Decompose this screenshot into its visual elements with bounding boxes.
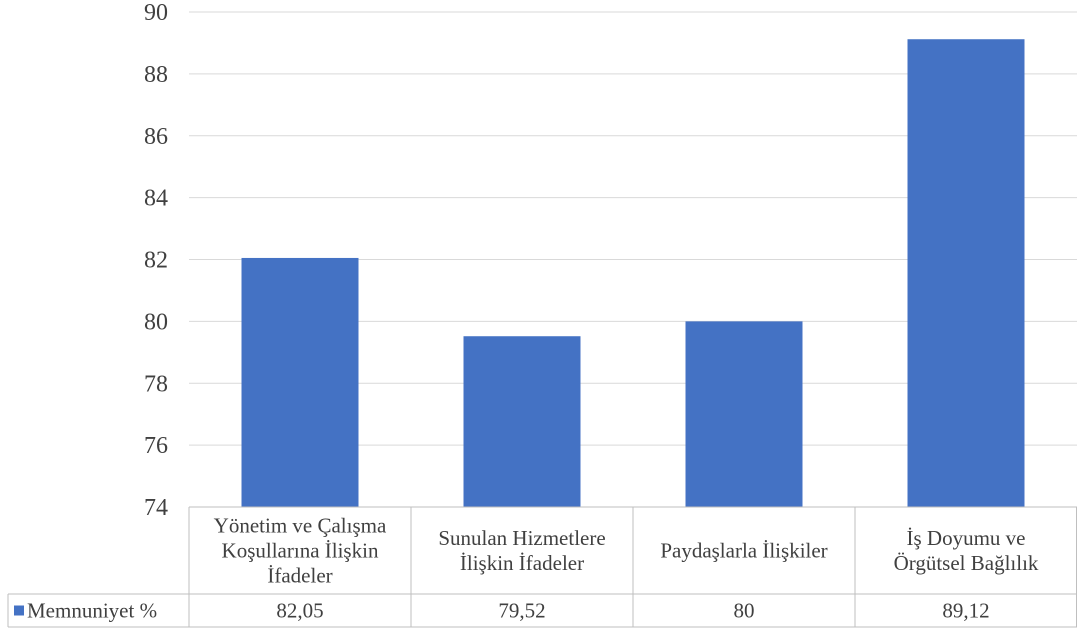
bar bbox=[463, 336, 581, 507]
y-tick-label: 80 bbox=[144, 309, 168, 335]
category-label: İş Doyumu ve bbox=[907, 526, 1026, 550]
category-label: İfadeler bbox=[267, 564, 332, 588]
category-label: Örgütsel Bağlılık bbox=[894, 551, 1039, 575]
bar bbox=[241, 257, 359, 507]
data-table-value: 80 bbox=[734, 599, 755, 623]
category-label: İlişkin İfadeler bbox=[460, 551, 584, 575]
category-label: Koşullarına İlişkin bbox=[222, 539, 379, 563]
category-label: Yönetim ve Çalışma bbox=[214, 514, 387, 538]
bar bbox=[685, 321, 803, 507]
data-table-value: 79,52 bbox=[498, 599, 545, 623]
bar bbox=[907, 39, 1025, 507]
data-table-value: 89,12 bbox=[942, 599, 989, 623]
y-tick-label: 74 bbox=[144, 495, 168, 521]
y-tick-label: 82 bbox=[144, 248, 168, 274]
y-tick-label: 88 bbox=[144, 62, 168, 88]
y-tick-label: 86 bbox=[144, 124, 168, 150]
legend-label: Memnuniyet % bbox=[27, 599, 157, 623]
y-tick-label: 78 bbox=[144, 371, 168, 397]
y-tick-label: 84 bbox=[144, 186, 168, 212]
legend-swatch bbox=[14, 605, 24, 616]
category-label: Sunulan Hizmetlere bbox=[438, 526, 605, 550]
y-tick-label: 76 bbox=[144, 433, 168, 459]
category-label: Paydaşlarla İlişkiler bbox=[660, 539, 827, 563]
data-table-value: 82,05 bbox=[276, 599, 323, 623]
y-tick-label: 90 bbox=[144, 0, 168, 26]
